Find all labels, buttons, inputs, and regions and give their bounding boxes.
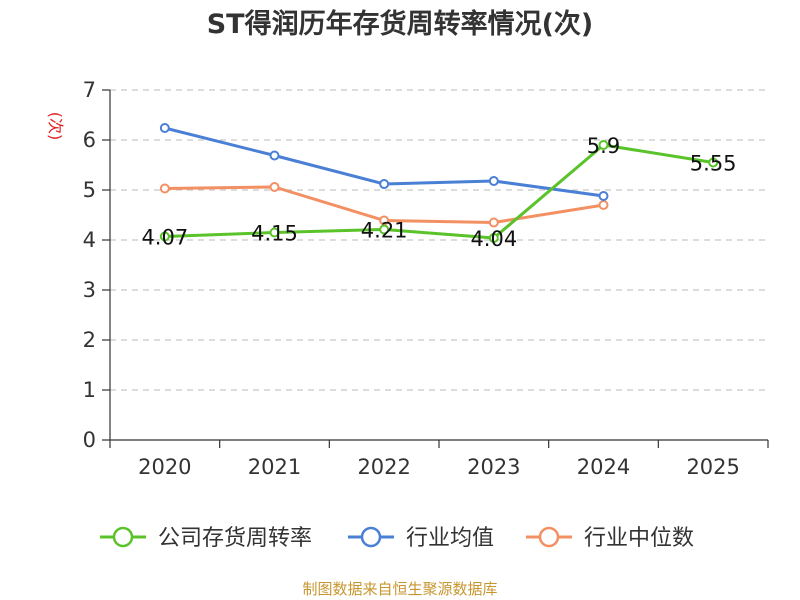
legend: 公司存货周转率 行业均值 行业中位数 xyxy=(100,526,694,551)
x-tick-label: 2024 xyxy=(577,455,630,479)
x-tick-label: 2025 xyxy=(686,455,739,479)
axes: 0 1 2 3 4 5 6 7 2020 2021 2022 2023 2024 2025 xyxy=(83,78,769,479)
legend-label: 行业均值 xyxy=(406,526,494,551)
data-label: 4.21 xyxy=(361,219,408,243)
data-point xyxy=(379,224,390,235)
y-tick-label: 3 xyxy=(83,278,96,302)
data-point xyxy=(159,123,170,133)
data-point xyxy=(488,176,499,186)
data-label: 5.9 xyxy=(587,134,620,158)
legend-label: 行业中位数 xyxy=(584,526,694,551)
x-tick-label: 2022 xyxy=(357,455,410,479)
data-label: 4.07 xyxy=(141,226,188,250)
data-label: 4.15 xyxy=(251,222,298,246)
y-tick-label: 1 xyxy=(83,378,96,402)
data-point xyxy=(488,233,499,243)
y-tick-label: 6 xyxy=(83,128,96,152)
data-label: 4.04 xyxy=(470,227,517,251)
x-tick-label: 2023 xyxy=(467,455,520,479)
data-labels: 4.07 4.15 4.21 4.04 5.9 5.55 xyxy=(141,134,736,251)
data-point xyxy=(159,231,170,242)
y-tick-label: 5 xyxy=(83,178,96,202)
data-label: 5.55 xyxy=(690,152,737,176)
data-point xyxy=(269,182,280,192)
chart-title: ST得润历年存货周转率情况(次) xyxy=(207,8,594,40)
legend-marker xyxy=(112,526,134,548)
data-point xyxy=(159,183,170,194)
x-tick-label: 2021 xyxy=(248,455,301,479)
series-line xyxy=(164,143,714,240)
series-points xyxy=(159,123,719,243)
data-point xyxy=(269,150,280,161)
gridlines xyxy=(110,89,768,391)
y-tick-label: 2 xyxy=(83,328,96,352)
legend-label: 公司存货周转率 xyxy=(158,526,312,551)
data-point xyxy=(269,227,280,238)
data-point xyxy=(708,157,719,168)
data-point xyxy=(598,191,609,201)
y-axis-label: (次) xyxy=(46,112,65,141)
x-tick-label: 2020 xyxy=(138,455,191,479)
source-note: 制图数据来自恒生聚源数据库 xyxy=(302,580,497,598)
data-point xyxy=(598,140,609,150)
series-lines xyxy=(164,126,714,240)
legend-marker xyxy=(538,526,560,548)
data-point xyxy=(488,217,499,228)
legend-marker xyxy=(360,526,382,548)
data-point xyxy=(379,179,390,189)
y-tick-label: 4 xyxy=(83,228,96,252)
data-point xyxy=(598,200,609,210)
y-tick-label: 0 xyxy=(83,428,96,452)
y-tick-label: 7 xyxy=(83,78,96,102)
